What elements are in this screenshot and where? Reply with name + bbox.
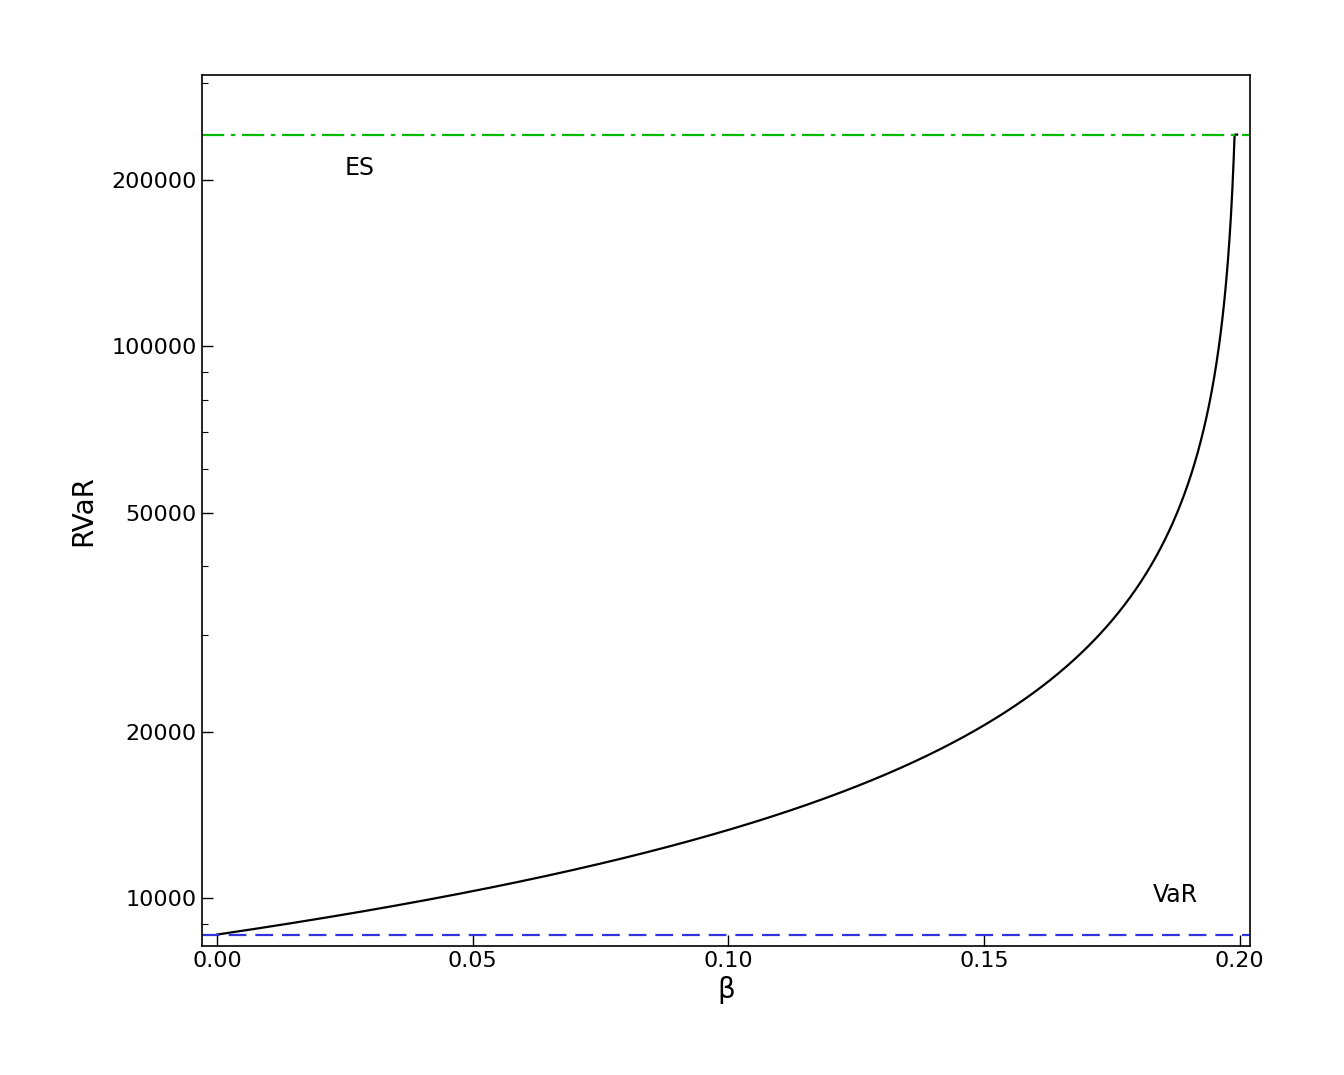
X-axis label: β: β <box>716 976 735 1004</box>
Text: VaR: VaR <box>1153 884 1198 907</box>
Text: ES: ES <box>345 156 375 180</box>
Y-axis label: RVaR: RVaR <box>70 475 98 546</box>
